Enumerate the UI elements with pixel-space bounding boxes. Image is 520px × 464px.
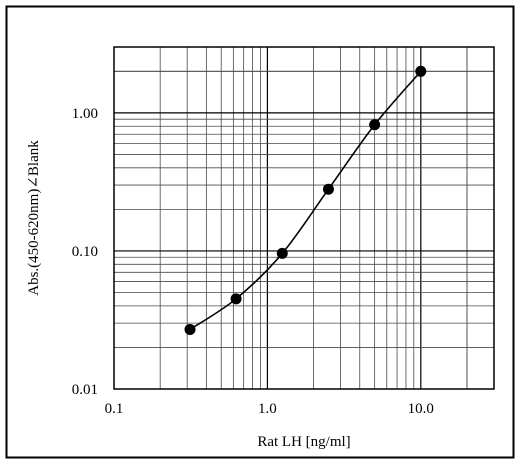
data-point (230, 293, 242, 305)
data-point (415, 65, 427, 77)
data-point (369, 119, 381, 131)
tick-labels: 0.1 1.0 10.0 0.01 0.10 1.00 (72, 106, 434, 417)
y-tick-label: 1.00 (72, 106, 98, 122)
x-tick-label: 1.0 (258, 401, 277, 417)
x-tick-label: 10.0 (408, 401, 434, 417)
data-point (276, 247, 288, 259)
y-axis-label: Abs.(450-620nm)∠Blank (26, 140, 42, 296)
data-point (322, 183, 334, 195)
plot-area-frame (113, 46, 495, 390)
data-point (184, 323, 196, 335)
data-series (184, 65, 427, 335)
x-axis-label: Rat LH [ng/ml] (257, 434, 350, 450)
y-tick-label: 0.10 (72, 244, 98, 260)
x-tick-label: 0.1 (105, 401, 124, 417)
grid (114, 46, 495, 389)
y-tick-label: 0.01 (72, 382, 98, 398)
